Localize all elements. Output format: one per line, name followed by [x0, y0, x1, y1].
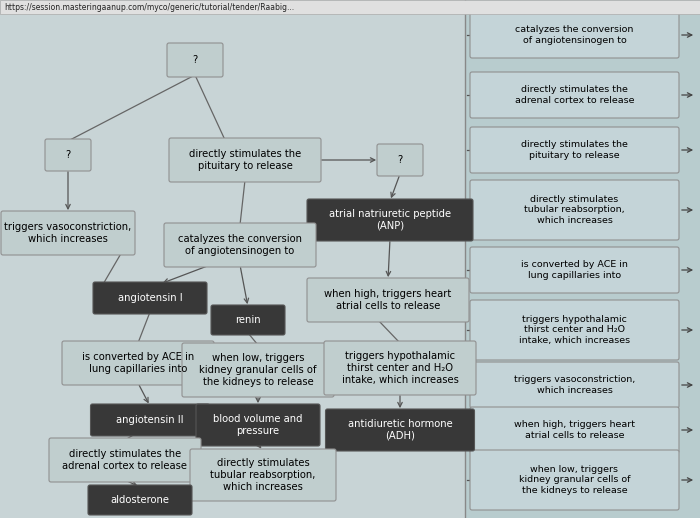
FancyBboxPatch shape	[307, 199, 473, 241]
Text: ?: ?	[193, 55, 197, 65]
Text: triggers vasoconstriction,
which increases: triggers vasoconstriction, which increas…	[514, 375, 635, 395]
FancyBboxPatch shape	[377, 144, 423, 176]
Text: atrial natriuretic peptide
(ANP): atrial natriuretic peptide (ANP)	[329, 209, 451, 231]
FancyBboxPatch shape	[45, 139, 91, 171]
FancyBboxPatch shape	[49, 438, 201, 482]
Text: aldosterone: aldosterone	[111, 495, 169, 505]
FancyBboxPatch shape	[182, 343, 334, 397]
FancyBboxPatch shape	[167, 43, 223, 77]
FancyBboxPatch shape	[1, 211, 135, 255]
Text: directly stimulates
tubular reabsorption,
which increases: directly stimulates tubular reabsorption…	[210, 458, 316, 492]
Text: renin: renin	[235, 315, 261, 325]
FancyBboxPatch shape	[470, 247, 679, 293]
FancyBboxPatch shape	[470, 300, 679, 360]
FancyBboxPatch shape	[62, 341, 214, 385]
Text: when high, triggers heart
atrial cells to release: when high, triggers heart atrial cells t…	[324, 289, 452, 311]
Text: when high, triggers heart
atrial cells to release: when high, triggers heart atrial cells t…	[514, 420, 635, 440]
Text: catalyzes the conversion
of angiotensinogen to: catalyzes the conversion of angiotensino…	[515, 25, 634, 45]
Text: directly stimulates
tubular reabsorption,
which increases: directly stimulates tubular reabsorption…	[524, 195, 625, 225]
Text: ?: ?	[65, 150, 71, 160]
FancyBboxPatch shape	[164, 223, 316, 267]
FancyBboxPatch shape	[93, 282, 207, 314]
FancyBboxPatch shape	[190, 449, 336, 501]
FancyBboxPatch shape	[324, 341, 476, 395]
Text: catalyzes the conversion
of angiotensinogen to: catalyzes the conversion of angiotensino…	[178, 234, 302, 256]
FancyBboxPatch shape	[470, 180, 679, 240]
Text: when low, triggers
kidney granular cells of
the kidneys to release: when low, triggers kidney granular cells…	[199, 353, 316, 387]
FancyBboxPatch shape	[0, 0, 700, 14]
FancyBboxPatch shape	[90, 404, 209, 436]
Text: ?: ?	[398, 155, 402, 165]
Text: angiotensin II: angiotensin II	[116, 415, 183, 425]
FancyBboxPatch shape	[470, 72, 679, 118]
Text: https://session.masteringaanup.com/myco/generic/tutorial/tender/Raabig...: https://session.masteringaanup.com/myco/…	[4, 3, 294, 11]
Text: directly stimulates the
pituitary to release: directly stimulates the pituitary to rel…	[521, 140, 628, 160]
Text: is converted by ACE in
lung capillaries into: is converted by ACE in lung capillaries …	[82, 352, 194, 374]
Text: triggers vasoconstriction,
which increases: triggers vasoconstriction, which increas…	[4, 222, 132, 244]
FancyBboxPatch shape	[470, 407, 679, 453]
Text: triggers hypothalamic
thirst center and H₂O
intake, which increases: triggers hypothalamic thirst center and …	[342, 351, 458, 385]
FancyBboxPatch shape	[470, 450, 679, 510]
FancyBboxPatch shape	[88, 485, 192, 515]
Text: when low, triggers
kidney granular cells of
the kidneys to release: when low, triggers kidney granular cells…	[519, 465, 630, 495]
FancyBboxPatch shape	[470, 127, 679, 173]
Text: directly stimulates the
adrenal cortex to release: directly stimulates the adrenal cortex t…	[514, 85, 634, 105]
FancyBboxPatch shape	[470, 362, 679, 408]
FancyBboxPatch shape	[211, 305, 285, 335]
FancyBboxPatch shape	[465, 0, 700, 518]
FancyBboxPatch shape	[196, 404, 320, 446]
FancyBboxPatch shape	[307, 278, 469, 322]
Text: triggers hypothalamic
thirst center and H₂O
intake, which increases: triggers hypothalamic thirst center and …	[519, 315, 630, 346]
Text: is converted by ACE in
lung capillaries into: is converted by ACE in lung capillaries …	[521, 260, 628, 280]
FancyBboxPatch shape	[169, 138, 321, 182]
Text: angiotensin I: angiotensin I	[118, 293, 182, 303]
Text: directly stimulates the
adrenal cortex to release: directly stimulates the adrenal cortex t…	[62, 449, 188, 471]
Text: antidiuretic hormone
(ADH): antidiuretic hormone (ADH)	[348, 419, 452, 441]
FancyBboxPatch shape	[326, 409, 475, 451]
Text: blood volume and
pressure: blood volume and pressure	[214, 414, 302, 436]
FancyBboxPatch shape	[470, 12, 679, 58]
Text: directly stimulates the
pituitary to release: directly stimulates the pituitary to rel…	[189, 149, 301, 171]
